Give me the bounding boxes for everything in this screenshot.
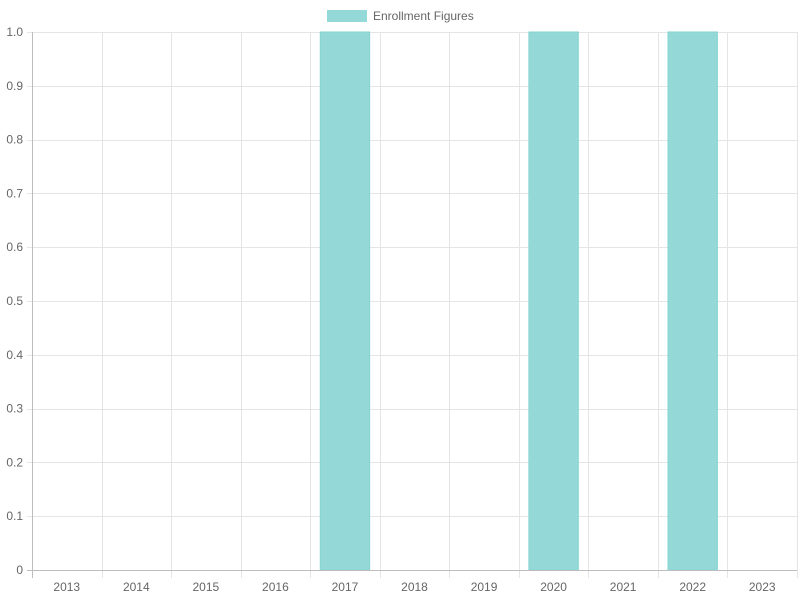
- y-tick-label: 0.5: [6, 294, 23, 308]
- x-tick-label: 2014: [123, 580, 150, 594]
- y-tick-label: 0.4: [6, 348, 23, 362]
- y-tick-label: 0.9: [6, 79, 23, 93]
- y-tick-label: 0: [16, 563, 23, 577]
- grid-lines: [27, 32, 798, 578]
- legend-swatch-enrollment-figures[interactable]: [327, 10, 367, 22]
- x-tick-label: 2016: [262, 580, 289, 594]
- x-tick-label: 2023: [749, 580, 776, 594]
- x-tick-label: 2017: [332, 580, 359, 594]
- chart-legend[interactable]: Enrollment Figures: [327, 9, 474, 23]
- x-tick-label: 2020: [540, 580, 567, 594]
- y-tick-label: 0.6: [6, 240, 23, 254]
- y-tick-label: 0.7: [6, 186, 23, 200]
- x-tick-label: 2021: [610, 580, 637, 594]
- y-tick-label: 0.1: [6, 509, 23, 523]
- bars: [319, 31, 718, 571]
- x-axis-tick-labels: 2013 2014 2015 2016 2017 2018 2019 2020 2021 2022…: [53, 580, 775, 594]
- y-tick-label: 1.0: [6, 25, 23, 39]
- bar-2022[interactable]: [667, 31, 718, 571]
- x-tick-label: 2018: [401, 580, 428, 594]
- y-axis-tick-labels: 0 0.1 0.2 0.3 0.4 0.5 0.6 0.7 0.8 0.9 1.0: [6, 25, 23, 577]
- y-tick-label: 0.3: [6, 402, 23, 416]
- legend-label-enrollment-figures[interactable]: Enrollment Figures: [373, 9, 474, 23]
- axes: [27, 32, 797, 578]
- x-tick-label: 2022: [679, 580, 706, 594]
- bar-2017[interactable]: [319, 31, 371, 571]
- y-tick-label: 0.8: [6, 133, 23, 147]
- x-tick-label: 2015: [193, 580, 220, 594]
- x-tick-label: 2013: [53, 580, 80, 594]
- bar-2020[interactable]: [528, 31, 579, 571]
- x-tick-label: 2019: [471, 580, 498, 594]
- y-tick-label: 0.2: [6, 455, 23, 469]
